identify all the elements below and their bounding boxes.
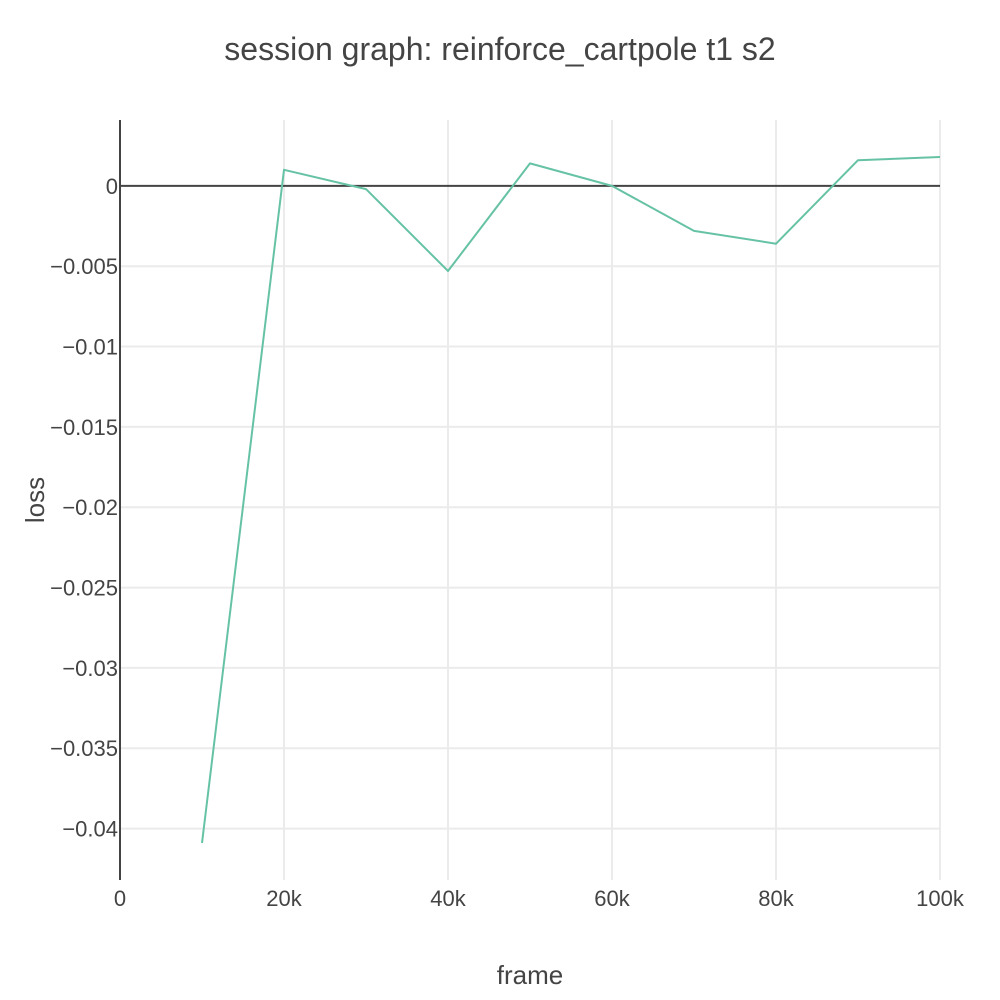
- y-tick-label: −0.005: [50, 254, 118, 279]
- x-tick-label: 80k: [758, 886, 794, 911]
- axes: [119, 120, 940, 880]
- grid: [120, 120, 941, 880]
- series-line-1: [201, 156, 941, 844]
- x-tick-label: 60k: [594, 886, 630, 911]
- series-layer: [201, 156, 941, 844]
- x-tick-label: 40k: [430, 886, 466, 911]
- y-tick-label: −0.01: [62, 335, 118, 360]
- y-tick-label: −0.025: [50, 576, 118, 601]
- y-tick-label: −0.03: [62, 656, 118, 681]
- x-tick-label: 0: [114, 886, 126, 911]
- x-tick-label: 100k: [916, 886, 965, 911]
- y-axis-title: loss: [20, 477, 50, 523]
- y-tick-label: −0.04: [62, 817, 118, 842]
- y-tick-label: −0.035: [50, 736, 118, 761]
- tick-labels: 0 20k 40k 60k 80k 100k 0 −0.005 −0.01 −0.015 −0.02…: [50, 174, 965, 911]
- y-tick-label: 0: [106, 174, 118, 199]
- chart-title: session graph: reinforce_cartpole t1 s2: [224, 31, 775, 67]
- x-axis-title: frame: [497, 960, 563, 990]
- y-tick-label: −0.015: [50, 415, 118, 440]
- y-tick-label: −0.02: [62, 495, 118, 520]
- x-tick-label: 20k: [266, 886, 302, 911]
